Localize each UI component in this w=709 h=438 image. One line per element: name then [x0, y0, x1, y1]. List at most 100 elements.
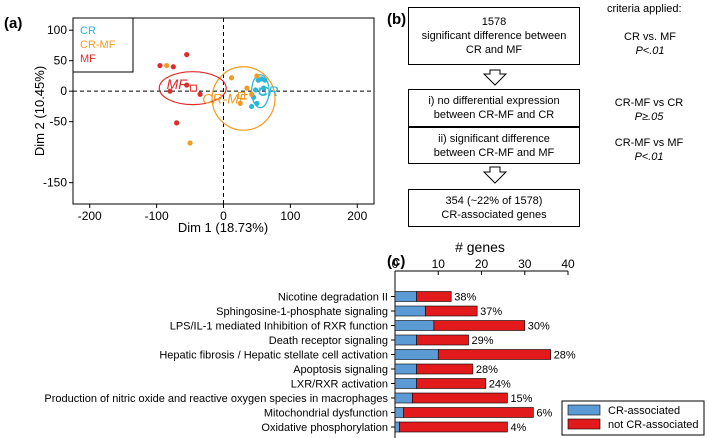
- bar-category-label: Oxidative phosphorylation: [261, 422, 388, 434]
- pca-point-cr-mf: [187, 140, 193, 146]
- bar-x-tick-label: 40: [561, 257, 575, 271]
- flow-box-criterion-ii-line-1: ii) significant difference: [438, 132, 550, 145]
- bar-segment-not-cr-associated: [416, 363, 474, 375]
- bar-segment-not-cr-associated: [399, 421, 508, 433]
- criterion-2-comparison: CR-MF vs CR: [614, 97, 684, 109]
- bar-category-label: LPS/IL-1 mediated Inhibition of RXR func…: [170, 321, 388, 333]
- bar-segment-cr-associated: [394, 421, 400, 433]
- bar-x-tick-label: 0: [392, 257, 399, 271]
- bar-data-label: 28%: [554, 350, 576, 362]
- criterion-3-comparison: CR-MF vs MF: [614, 137, 684, 149]
- pca-y-tick-label: 50: [54, 54, 68, 68]
- pca-group-label-cr-mf: CR-MF: [202, 90, 249, 106]
- pca-point-cr-mf: [237, 100, 243, 106]
- pca-legend-entry-cr: CR: [80, 25, 96, 37]
- flow-box-result-line-2: CR-associated genes: [441, 209, 547, 221]
- bar-legend-label: CR-associated: [608, 405, 680, 417]
- bar-segment-not-cr-associated: [416, 291, 452, 302]
- bar-legend-label: not CR-associated: [608, 419, 699, 431]
- bar-data-label: 4%: [510, 422, 526, 434]
- pca-legend-entry-mf: MF: [80, 53, 96, 65]
- pca-x-tick-label: -200: [78, 209, 102, 223]
- bar-data-label: 6%: [536, 408, 552, 420]
- pca-y-tick-label: -150: [43, 176, 67, 190]
- pca-legend-box: [72, 17, 134, 73]
- flow-arrow-1: [482, 69, 508, 86]
- flow-box-criterion-i: i) no differential expression between CR…: [408, 89, 580, 127]
- pca-point-cr-mf: [228, 75, 235, 81]
- flow-box-criterion-ii-line-2: between CR-MF and MF: [433, 146, 555, 159]
- bar-segment-not-cr-associated: [416, 334, 469, 346]
- bar-legend-swatch: [567, 418, 601, 430]
- bar-category-label: Production of nitric oxide and reactive …: [44, 393, 388, 405]
- bar-data-label: 24%: [489, 379, 511, 391]
- bar-legend: CR-associated not CR-associated: [567, 404, 699, 431]
- pca-point-mf: [167, 88, 173, 94]
- bar-data-label: 38%: [454, 292, 476, 304]
- bar-legend-swatch: [567, 404, 601, 416]
- bar-segment-not-cr-associated: [424, 305, 478, 317]
- pca-point-cr-mf: [244, 85, 250, 91]
- criterion-1-comparison: CR vs. MF: [624, 31, 676, 43]
- pca-y-axis-label: Dim 2 (10.45%): [32, 66, 47, 156]
- bar-x-tick-label: 10: [432, 257, 446, 271]
- bar-category-label: Nicotine degradation II: [278, 292, 388, 304]
- pca-legend-entry-cr-mf: CR-MF: [80, 39, 116, 51]
- bar-segment-not-cr-associated: [433, 320, 526, 331]
- flow-box-result-line-1: 354 (~22% of 1578): [445, 195, 543, 207]
- pca-ellipse-cr: [250, 74, 270, 109]
- criterion-2: CR-MF vs CR P≥.05: [594, 96, 704, 124]
- bar-category-label: Sphingosine-1-phosphate signaling: [216, 306, 388, 318]
- bar-segment-not-cr-associated: [403, 407, 534, 418]
- pca-point-mf: [184, 51, 190, 58]
- flow-box-result: 354 (~22% of 1578) CR-associated genes: [408, 189, 580, 227]
- bar-segment-cr-associated: [394, 291, 417, 302]
- pca-point-cr-mf: [254, 73, 260, 79]
- bar-segment-cr-associated: [394, 349, 439, 360]
- bar-category-label: LXR/RXR activation: [291, 379, 388, 391]
- pca-x-tick-label: -100: [145, 209, 169, 223]
- bar-segment-not-cr-associated: [416, 378, 487, 389]
- pca-y-tick-label: -50: [50, 115, 68, 129]
- pca-group-label-cr: CR: [258, 83, 278, 99]
- bar-segment-not-cr-associated: [411, 392, 508, 404]
- bar-segment-cr-associated: [394, 407, 404, 418]
- bar-data-label: 37%: [480, 306, 502, 318]
- flow-box-initial: 1578 significant difference between CR a…: [408, 7, 580, 65]
- panel-label-b: (b): [387, 11, 406, 28]
- bar-x-tick-label: 30: [518, 257, 532, 271]
- pca-centroid-mf: [189, 84, 197, 92]
- pca-y-tick-label: 100: [47, 23, 67, 37]
- pca-point-mf: [184, 82, 190, 88]
- criterion-1-threshold: P<.01: [635, 45, 665, 57]
- flow-box-initial-line-1: 1578: [481, 16, 507, 28]
- bar-segment-cr-associated: [394, 320, 435, 331]
- bar-category-label: Apoptosis signaling: [293, 364, 388, 376]
- pca-point-cr: [262, 77, 268, 83]
- bar-chart-title: # genes: [455, 239, 505, 255]
- pca-x-tick-label: 200: [347, 209, 367, 223]
- bar-segment-cr-associated: [394, 305, 426, 317]
- bar-category-label: Mitochondrial dysfunction: [264, 408, 388, 420]
- pca-point-cr-mf: [248, 91, 255, 97]
- bar-category-label: Death receptor signaling: [269, 335, 388, 347]
- flow-arrow-2: [482, 166, 508, 184]
- pca-point-cr: [248, 103, 255, 110]
- bar-segment-cr-associated: [394, 392, 413, 404]
- bar-segment-not-cr-associated: [437, 349, 551, 360]
- pca-centroid-cr-mf: [238, 91, 246, 99]
- pca-legend: CR CR-MF MF: [80, 25, 116, 65]
- pca-y-tick-label: 0: [60, 84, 67, 98]
- pca-ellipse-mf: [158, 71, 227, 106]
- bar-data-label: 30%: [528, 321, 550, 333]
- pca-point-mf: [197, 91, 203, 97]
- bar-category-label: Hepatic fibrosis / Hepatic stellate cell…: [159, 350, 388, 362]
- pca-group-label-mf: MF: [167, 76, 189, 92]
- bar-segment-cr-associated: [394, 363, 417, 375]
- pca-point-cr-mf: [164, 62, 170, 69]
- pca-point-cr: [254, 100, 260, 106]
- criterion-3: CR-MF vs MF P<.01: [594, 136, 704, 164]
- criterion-2-threshold: P≥.05: [634, 111, 664, 123]
- criterion-1: CR vs. MF P<.01: [600, 30, 700, 58]
